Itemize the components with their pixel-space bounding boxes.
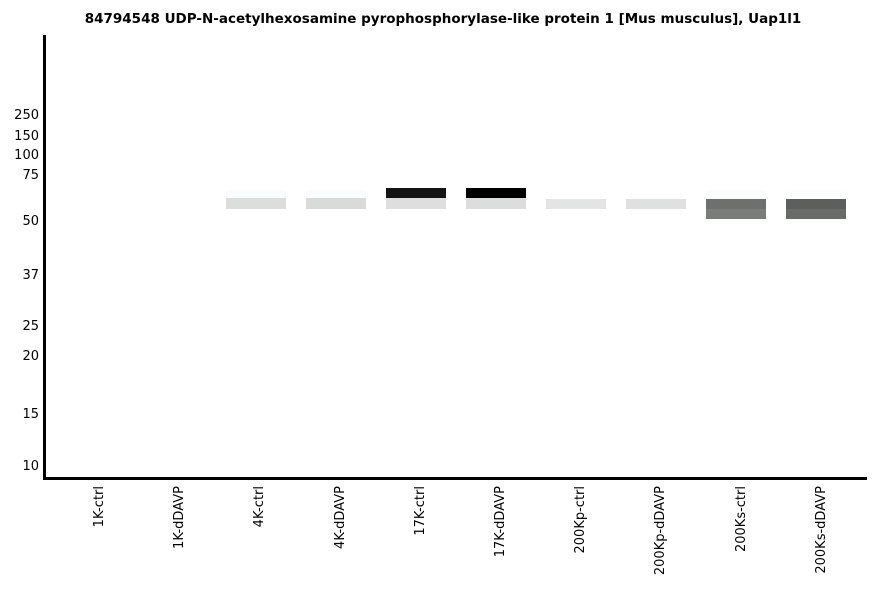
mw-marker-20: 20 — [22, 349, 39, 364]
lane-label-1K-ctrl: 1K-ctrl — [92, 486, 107, 528]
mw-marker-250: 250 — [14, 108, 39, 123]
band-17K-dDAVP-segment-0 — [466, 188, 526, 198]
band-17K-ctrl-segment-0 — [386, 188, 446, 198]
lane-label-200Kp-ctrl: 200Kp-ctrl — [573, 486, 588, 554]
band-4K-dDAVP-segment-0 — [306, 190, 366, 198]
mw-marker-25: 25 — [22, 319, 39, 334]
band-200Ks-dDAVP-segment-0 — [786, 190, 846, 199]
lane-label-200Ks-ctrl: 200Ks-ctrl — [734, 486, 749, 553]
band-200Ks-dDAVP-segment-1 — [786, 199, 846, 209]
band-200Kp-dDAVP-segment-0 — [626, 199, 686, 209]
lane-label-200Ks-dDAVP: 200Ks-dDAVP — [814, 486, 829, 574]
mw-marker-10: 10 — [22, 459, 39, 474]
band-4K-ctrl-segment-0 — [226, 190, 286, 198]
mw-marker-15: 15 — [22, 407, 39, 422]
mw-marker-50: 50 — [22, 214, 39, 229]
lane-label-4K-dDAVP: 4K-dDAVP — [333, 486, 348, 549]
lane-label-4K-ctrl: 4K-ctrl — [252, 486, 267, 528]
lane-label-17K-dDAVP: 17K-dDAVP — [493, 486, 508, 558]
band-17K-ctrl-segment-1 — [386, 198, 446, 209]
band-4K-ctrl-segment-1 — [226, 198, 286, 209]
figure-title: 84794548 UDP-N-acetylhexosamine pyrophos… — [84, 11, 802, 27]
x-axis-line — [43, 477, 867, 480]
y-axis-line — [43, 35, 46, 480]
lane-label-200Kp-dDAVP: 200Kp-dDAVP — [653, 486, 668, 576]
mw-marker-100: 100 — [14, 148, 39, 163]
mw-marker-75: 75 — [22, 168, 39, 183]
band-200Ks-ctrl-segment-2 — [706, 209, 766, 219]
band-17K-dDAVP-segment-1 — [466, 198, 526, 209]
mw-marker-150: 150 — [14, 129, 39, 144]
band-200Ks-ctrl-segment-0 — [706, 190, 766, 199]
mw-marker-37: 37 — [22, 268, 39, 283]
band-4K-dDAVP-segment-1 — [306, 198, 366, 209]
band-200Kp-ctrl-segment-0 — [546, 199, 606, 209]
lane-label-1K-dDAVP: 1K-dDAVP — [172, 486, 187, 549]
lane-label-17K-ctrl: 17K-ctrl — [413, 486, 428, 536]
band-200Ks-ctrl-segment-1 — [706, 199, 766, 209]
band-200Ks-dDAVP-segment-2 — [786, 209, 846, 219]
